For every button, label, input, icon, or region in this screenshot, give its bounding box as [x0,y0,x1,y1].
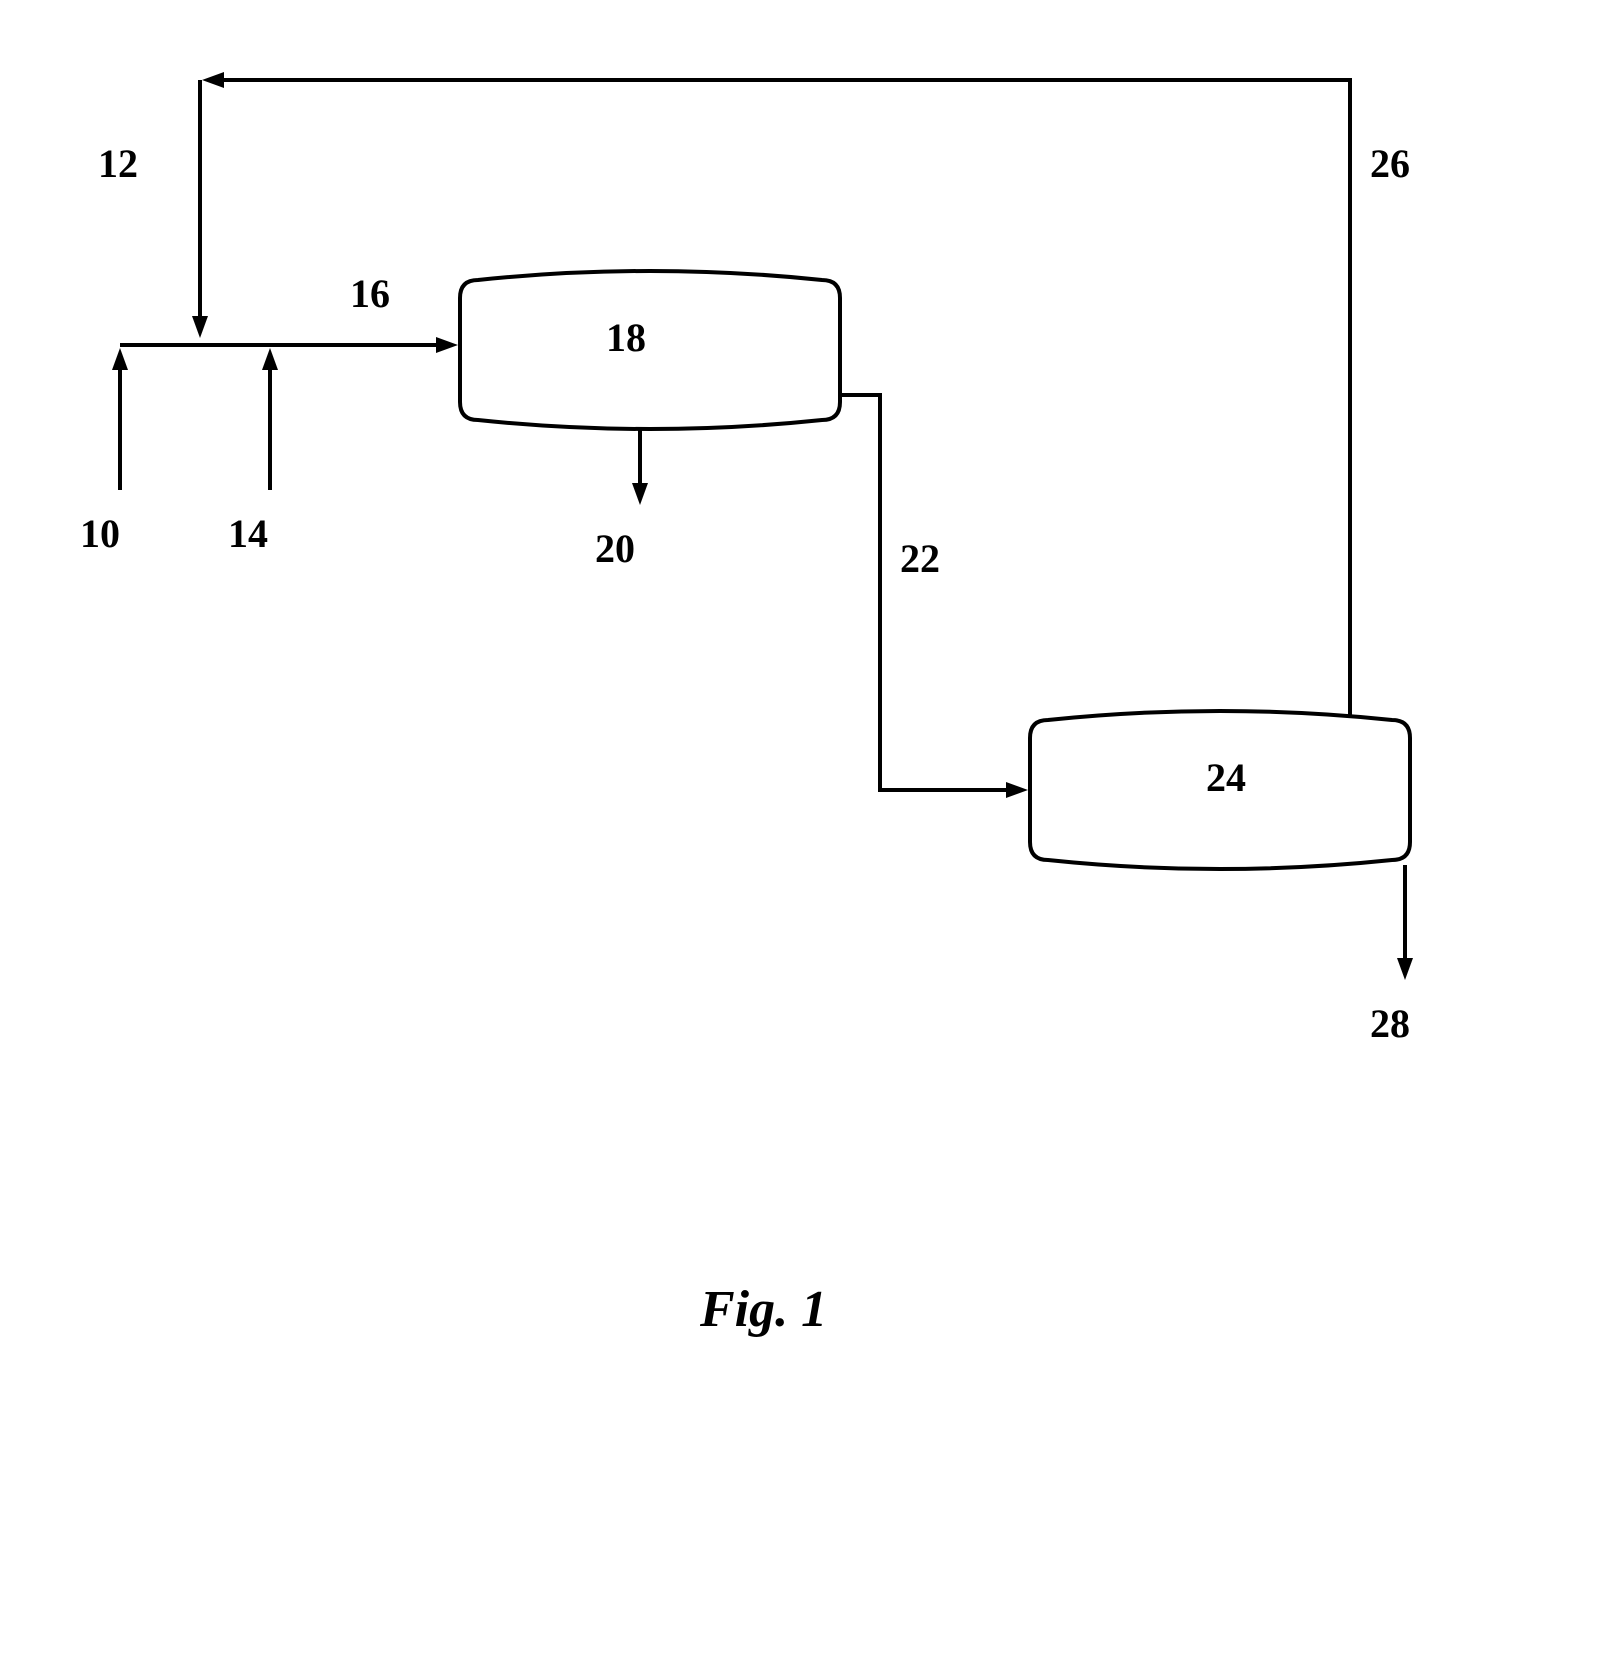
edge-e14 [262,348,278,490]
node-block18 [460,271,840,429]
edge-e22 [840,395,1028,798]
edge-label-e14: 14 [228,510,268,557]
edge-e16 [120,337,458,353]
edge-label-e12: 12 [98,140,138,187]
edge-label-e28: 28 [1370,1000,1410,1047]
edge-label-e22: 22 [900,535,940,582]
figure-caption: Fig. 1 [700,1280,827,1339]
edge-e12 [192,80,208,338]
edge-e20 [632,425,648,505]
edge-label-e26: 26 [1370,140,1410,187]
edge-label-e10: 10 [80,510,120,557]
diagram-svg [0,0,1615,1680]
diagram-canvas: 18 24 10 14 12 16 20 22 26 28 Fig. 1 [0,0,1615,1680]
edge-label-e16: 16 [350,270,390,317]
node-label-block18: 18 [606,314,646,361]
edge-e28 [1397,865,1413,980]
edge-label-e20: 20 [595,525,635,572]
node-label-block24: 24 [1206,754,1246,801]
edge-e10 [112,348,128,490]
